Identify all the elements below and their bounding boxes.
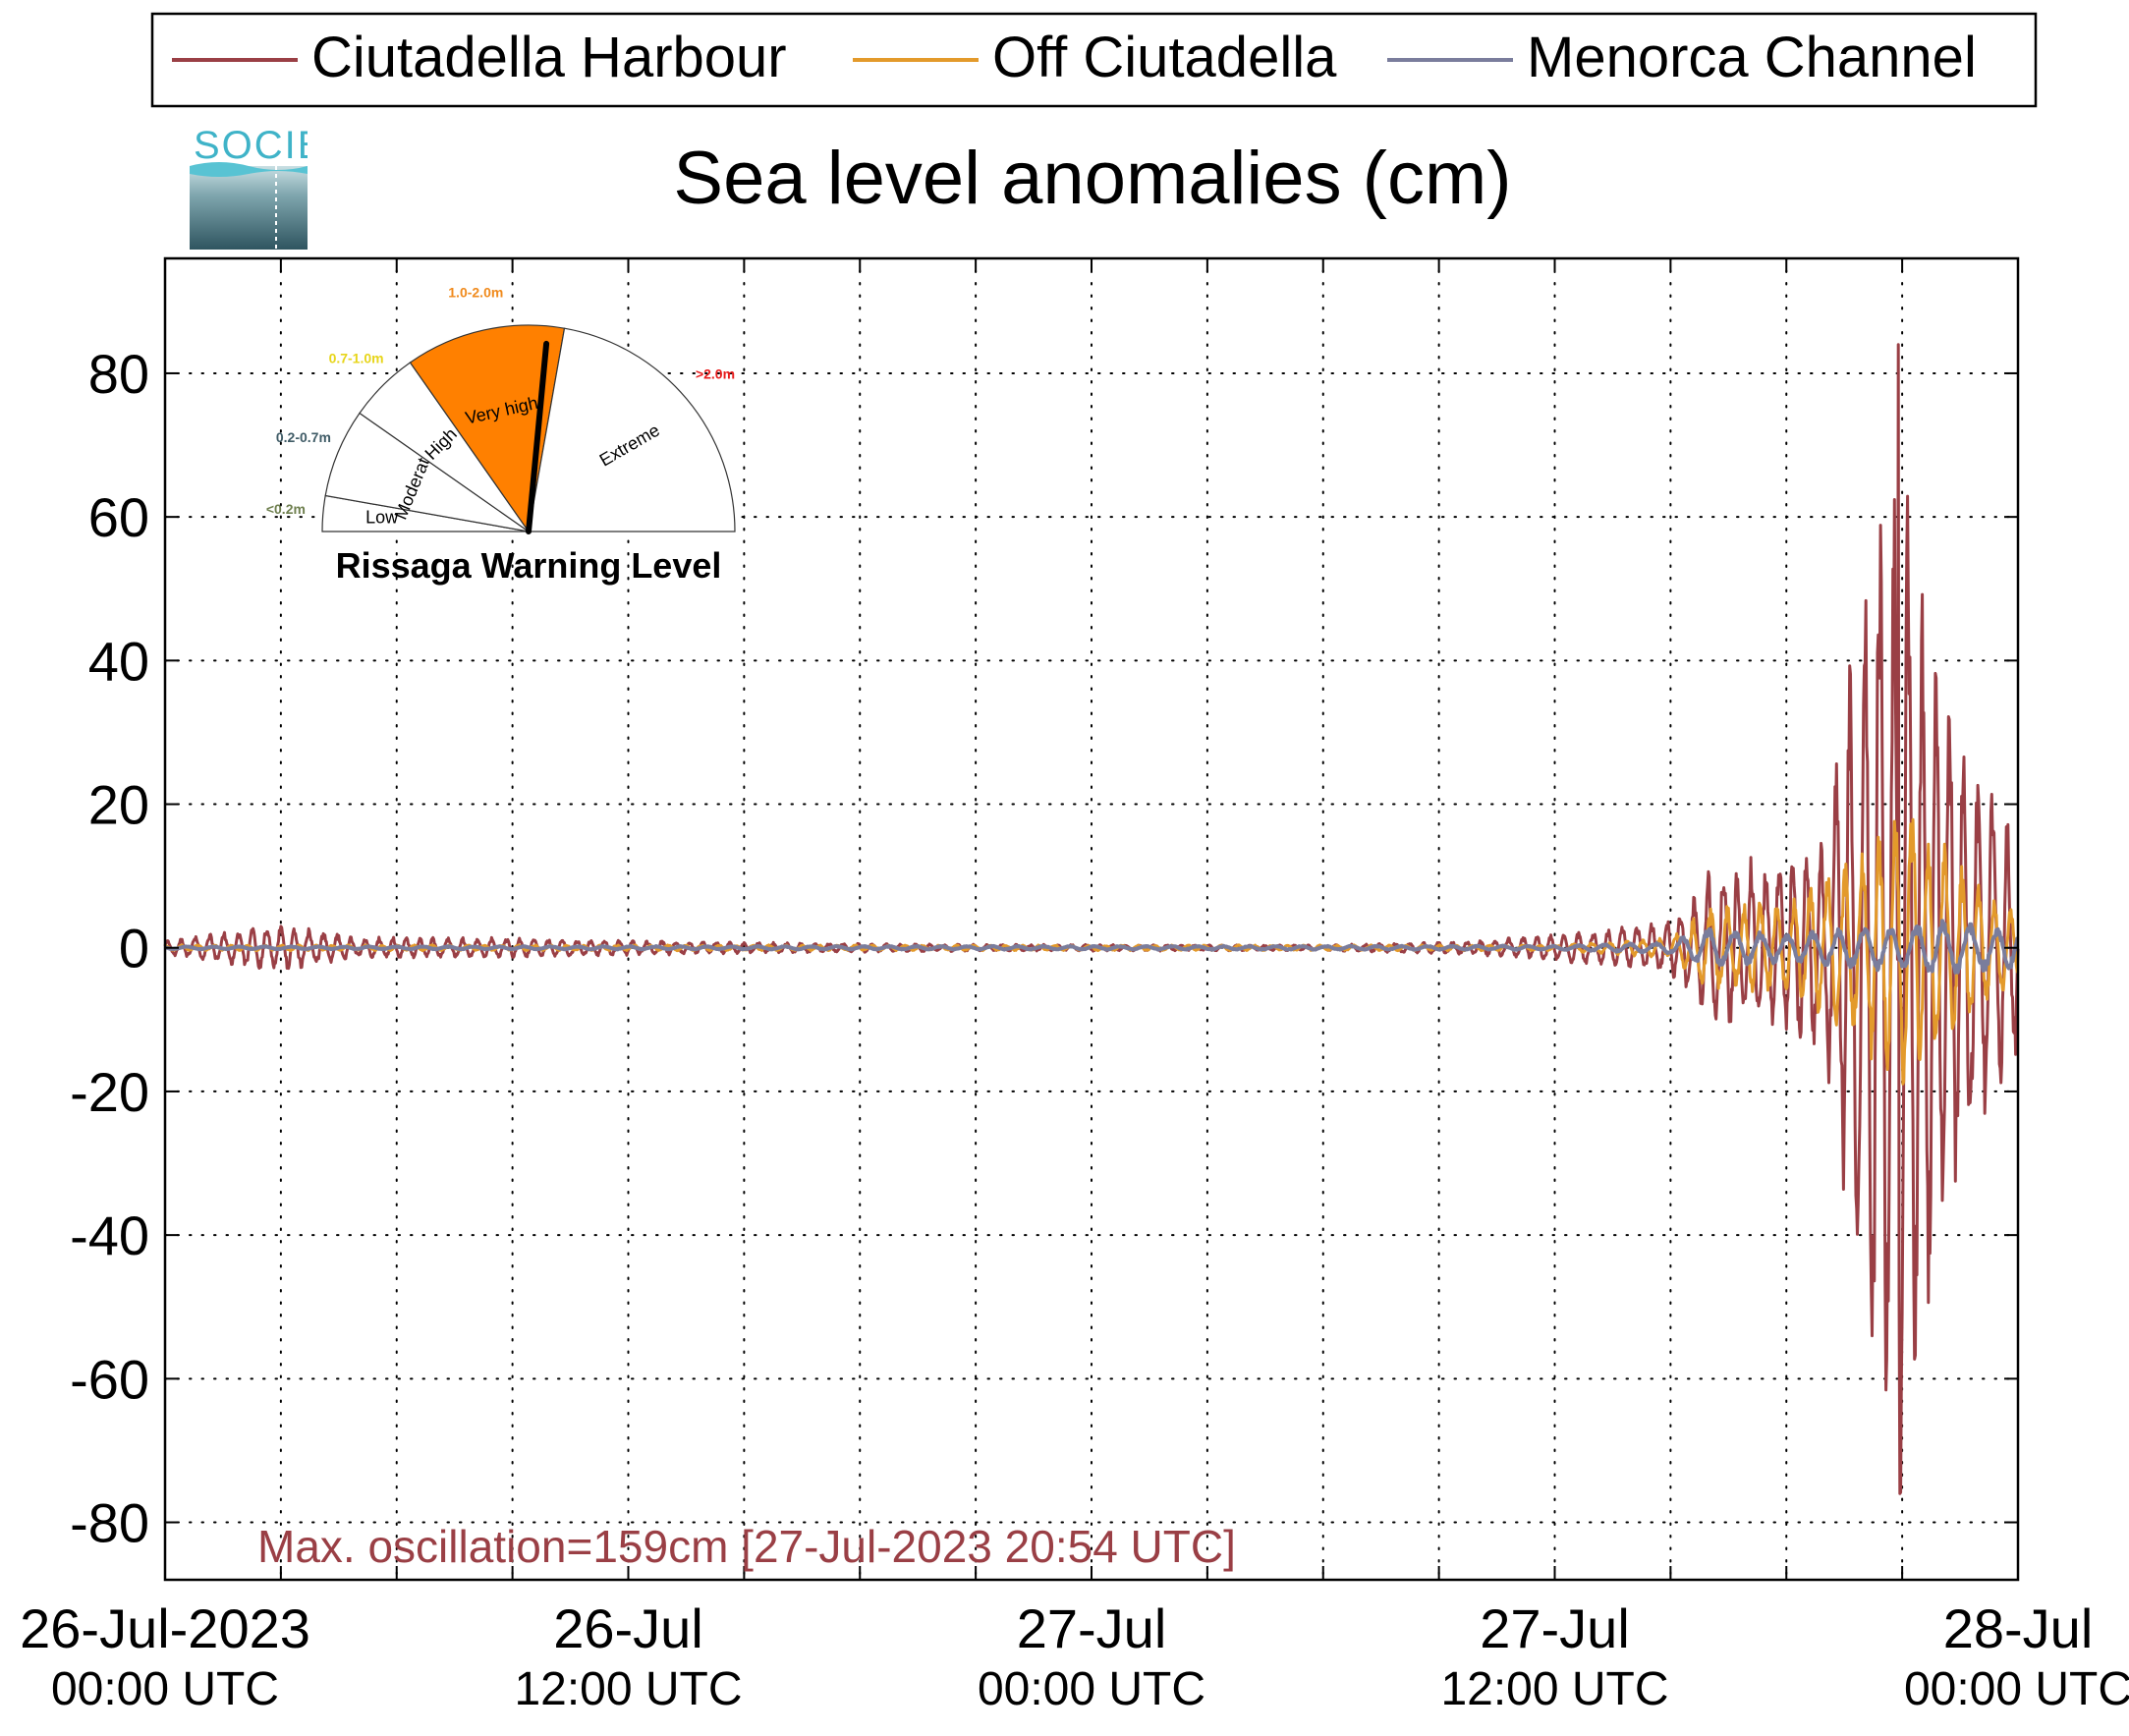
- y-tick-label: -20: [70, 1061, 149, 1123]
- max-oscillation-annotation: Max. oscillation=159cm [27-Jul-2023 20:5…: [257, 1521, 1236, 1572]
- x-tick-label-time: 12:00 UTC: [514, 1663, 742, 1715]
- x-tick-label: 27-Jul: [1017, 1597, 1167, 1659]
- x-tick-label-time: 00:00 UTC: [51, 1663, 279, 1715]
- gauge-level-label: Low: [365, 508, 399, 528]
- x-tick-label-time: 00:00 UTC: [1904, 1663, 2129, 1715]
- y-tick-label: 20: [88, 774, 149, 836]
- legend: Ciutadella Harbour Off Ciutadella Menorca …: [150, 12, 2038, 108]
- x-tick-label-time: 00:00 UTC: [978, 1663, 1205, 1715]
- series-line: [163, 919, 2020, 975]
- gauge-sector: [409, 324, 566, 533]
- socib-logo: SOCIB: [190, 129, 308, 250]
- x-tick-label: 26-Jul: [553, 1597, 703, 1659]
- gauge-range-label: 0.2-0.7m: [276, 429, 331, 445]
- x-tick-label: 26-Jul-2023: [20, 1597, 310, 1659]
- chart-title: Sea level anomalies (cm): [673, 137, 1511, 220]
- gauge-needle: [526, 340, 550, 534]
- legend-label: Off Ciutadella: [992, 26, 1337, 89]
- x-tick-label: 27-Jul: [1480, 1597, 1630, 1659]
- plot-area: [163, 256, 2020, 1582]
- gauge-range-label: 1.0-2.0m: [448, 285, 503, 301]
- gauge-range-label: 0.7-1.0m: [329, 350, 384, 365]
- gauge-range-label: <0.2m: [266, 501, 306, 517]
- y-tick-label: 60: [88, 486, 149, 548]
- legend-box: [150, 12, 2038, 108]
- y-tick-label: -40: [70, 1204, 149, 1266]
- x-tick-label: 28-Jul: [1943, 1597, 2094, 1659]
- series-lines: [163, 343, 2020, 1495]
- y-tick-label: -80: [70, 1492, 149, 1554]
- axis-ticks: [164, 258, 2019, 1580]
- y-axis-labels: -80 -60 -40 -20 0 20 40 60 80: [70, 343, 149, 1554]
- x-tick-label-time: 12:00 UTC: [1440, 1663, 1668, 1715]
- logo-text: SOCIB: [194, 129, 308, 167]
- legend-label: Menorca Channel: [1527, 26, 1977, 89]
- rissaga-warning-gauge: Rissaga Warning Level Low<0.2m Moderate0.…: [266, 285, 736, 586]
- y-tick-label: 80: [88, 343, 149, 405]
- legend-label: Ciutadella Harbour: [311, 26, 787, 89]
- y-tick-label: -60: [70, 1348, 149, 1410]
- y-tick-label: 0: [119, 918, 149, 980]
- gauge-title: Rissaga Warning Level: [336, 545, 722, 586]
- gauge-sector: [528, 327, 736, 532]
- y-tick-label: 40: [88, 630, 149, 692]
- gauge-range-label: >2.0m: [696, 365, 735, 381]
